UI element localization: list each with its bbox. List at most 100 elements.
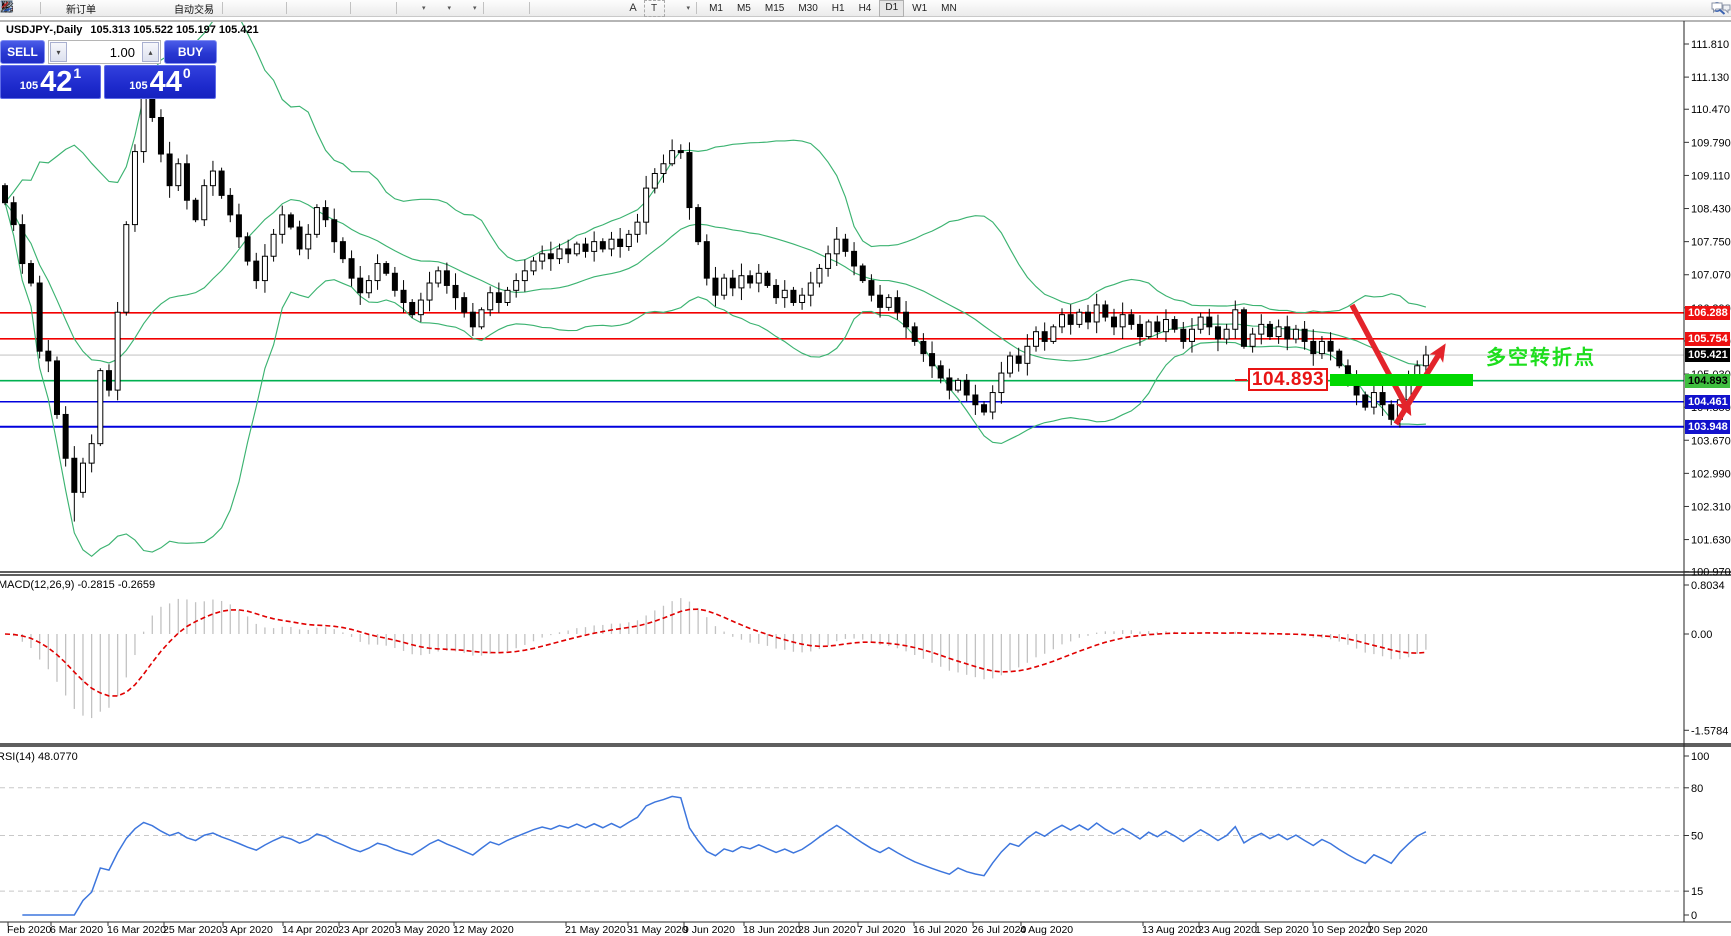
svg-text:102.990: 102.990: [1691, 468, 1731, 480]
support-label-connector: [1235, 379, 1247, 381]
svg-text:107.750: 107.750: [1691, 237, 1731, 249]
label-tool-icon[interactable]: T: [643, 0, 665, 17]
sell-price-big-figure: 105: [19, 80, 39, 92]
svg-text:6 Mar 2020: 6 Mar 2020: [50, 924, 103, 936]
rsi-pane[interactable]: [0, 787, 1684, 916]
main-toolbar: 新订单 自动交易 ▾ ▾ ▾ E F A T ▾: [0, 0, 1731, 17]
svg-text:101.630: 101.630: [1691, 535, 1731, 547]
toolbar-separator: [396, 2, 397, 14]
new-order-button[interactable]: 新订单: [66, 4, 96, 16]
svg-text:80: 80: [1691, 783, 1703, 795]
svg-text:109.790: 109.790: [1691, 137, 1731, 149]
svg-text:E: E: [10, 8, 14, 13]
price-marker-105.754: 105.754: [1685, 331, 1730, 346]
ohlc-values: 105.313 105.522 105.197 105.421: [90, 24, 259, 36]
templates-caret[interactable]: ▾: [473, 5, 477, 12]
svg-text:23 Aug 2020: 23 Aug 2020: [1198, 924, 1257, 936]
svg-text:14 Apr 2020: 14 Apr 2020: [282, 924, 339, 936]
svg-text:25 Mar 2020: 25 Mar 2020: [163, 924, 222, 936]
turning-point-annotation[interactable]: 多空转折点: [1486, 347, 1596, 369]
svg-text:10 Sep 2020: 10 Sep 2020: [1312, 924, 1372, 936]
toolbar-separator: [350, 2, 351, 14]
fibonacci-icon[interactable]: F: [1, 1, 623, 16]
buy-price-big-figure: 105: [129, 80, 148, 92]
chart-chrome: 111.810 111.130 110.470 109.790 109.110 108.4…: [0, 20, 1731, 936]
support-price-label[interactable]: 104.893: [1248, 368, 1328, 391]
svg-text:28 Jun 2020: 28 Jun 2020: [798, 924, 856, 936]
price-marker-106.288: 106.288: [1685, 305, 1730, 320]
toolbar-separator: [696, 2, 698, 14]
volume-decrease-button[interactable]: ▾: [50, 42, 67, 62]
svg-text:16 Jul 2020: 16 Jul 2020: [913, 924, 967, 936]
svg-text:7 Jul 2020: 7 Jul 2020: [857, 924, 906, 936]
price-marker-105.421: 105.421: [1685, 348, 1730, 363]
volume-increase-button[interactable]: ▴: [142, 42, 159, 62]
macd-label: MACD(12,26,9) -0.2815 -0.2659: [0, 579, 156, 591]
shapes-caret[interactable]: ▾: [686, 5, 691, 12]
svg-text:0: 0: [1691, 910, 1697, 922]
svg-text:4 Aug 2020: 4 Aug 2020: [1020, 924, 1073, 936]
buy-price-point: 0: [182, 65, 191, 81]
svg-text:100: 100: [1691, 751, 1709, 763]
chart-title: USDJPY-,Daily 105.313 105.522 105.197 105…: [6, 24, 259, 36]
sell-price-pips: 42: [40, 66, 73, 98]
toolbar-separator: [482, 2, 484, 14]
trend-arrows-drawing[interactable]: [1349, 303, 1446, 426]
timeframe-MN-button[interactable]: MN: [941, 2, 957, 14]
price-marker-104.461: 104.461: [1685, 394, 1730, 409]
svg-text:9 Jun 2020: 9 Jun 2020: [683, 924, 735, 936]
timeframe-M30-button[interactable]: M30: [798, 2, 818, 14]
symbol-period-label: USDJPY-,Daily: [6, 24, 83, 36]
timeframe-M5-button[interactable]: M5: [736, 2, 751, 14]
buy-price-pips: 44: [149, 66, 182, 98]
svg-text:0.8034: 0.8034: [1691, 580, 1725, 592]
text-tool-icon[interactable]: A: [629, 2, 637, 14]
timeframe-M15-button[interactable]: M15: [764, 2, 785, 14]
svg-text:31 May 2020: 31 May 2020: [627, 924, 688, 936]
svg-text:100.970: 100.970: [1691, 567, 1731, 579]
svg-text:111.130: 111.130: [1691, 72, 1729, 84]
svg-text:13 Aug 2020: 13 Aug 2020: [1142, 924, 1201, 936]
main-chart-pane[interactable]: [0, 11, 1684, 558]
svg-text:21 May 2020: 21 May 2020: [565, 924, 626, 936]
price-marker-104.893: 104.893: [1685, 373, 1730, 388]
timeframe-W1-button[interactable]: W1: [912, 2, 928, 14]
shapes-icon[interactable]: [1, 1, 683, 16]
svg-text:12 May 2020: 12 May 2020: [453, 924, 514, 936]
add-indicator-caret[interactable]: ▾: [422, 5, 426, 12]
svg-text:18 Jun 2020: 18 Jun 2020: [743, 924, 801, 936]
timeframe-M1-button[interactable]: M1: [709, 2, 723, 14]
svg-text:26 Jul 2020: 26 Jul 2020: [972, 924, 1026, 936]
timeframe-D1-button[interactable]: D1: [879, 0, 905, 17]
svg-text:15: 15: [1691, 886, 1703, 898]
toolbar-separator: [40, 2, 41, 14]
svg-text:0.00: 0.00: [1691, 629, 1712, 641]
autotrade-button[interactable]: 自动交易: [174, 4, 214, 16]
svg-text:3 Apr 2020: 3 Apr 2020: [222, 924, 273, 936]
svg-text:23 Apr 2020: 23 Apr 2020: [338, 924, 395, 936]
svg-text:111.810: 111.810: [1691, 39, 1729, 51]
rsi-label: RSI(14) 48.0770: [0, 751, 78, 763]
toolbar-separator: [528, 2, 530, 14]
timeframe-H4-button[interactable]: H4: [858, 2, 872, 14]
buy-button[interactable]: BUY: [164, 40, 217, 64]
svg-text:1 Sep 2020: 1 Sep 2020: [1255, 924, 1309, 936]
toolbar-separator: [222, 2, 223, 14]
one-click-trading-panel: SELL ▾ 1.00 ▴ BUY 105 42 1 105 44 0: [0, 40, 217, 99]
svg-text:50: 50: [1691, 831, 1703, 843]
svg-text:Feb 2020: Feb 2020: [7, 924, 52, 936]
volume-value[interactable]: 1.00: [109, 44, 135, 60]
timeframe-H1-button[interactable]: H1: [831, 2, 845, 14]
macd-pane[interactable]: [4, 598, 1427, 719]
support-zone-band[interactable]: [1330, 374, 1473, 386]
svg-text:102.310: 102.310: [1691, 501, 1731, 513]
sell-price-display[interactable]: 105 42 1: [0, 65, 101, 99]
buy-price-display[interactable]: 105 44 0: [104, 65, 216, 99]
sell-button[interactable]: SELL: [0, 40, 45, 64]
toolbar-separator: [286, 2, 287, 14]
svg-text:107.070: 107.070: [1691, 270, 1731, 282]
periods-caret[interactable]: ▾: [447, 5, 452, 12]
price-marker-103.948: 103.948: [1685, 419, 1730, 434]
